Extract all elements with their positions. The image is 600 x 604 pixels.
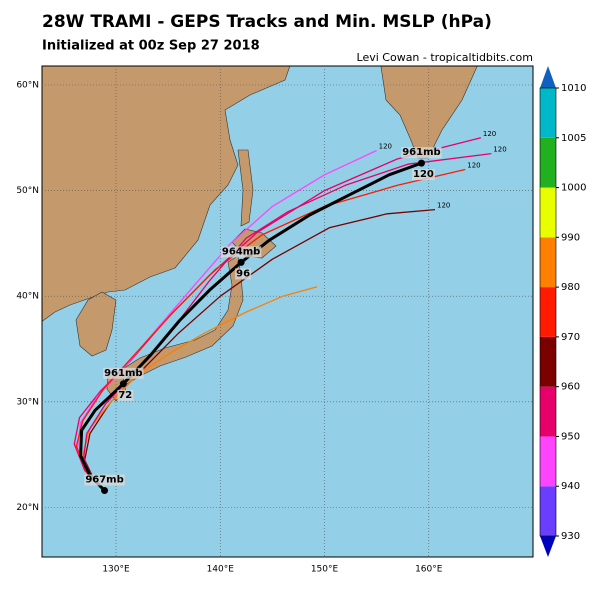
annotation-box — [103, 367, 144, 379]
colorbar-tick-label: 980 — [561, 282, 580, 293]
colorbar-segment — [540, 237, 556, 288]
track-end-label: 120 — [437, 202, 450, 210]
colorbar-under — [540, 536, 556, 557]
annotation-box — [117, 389, 134, 401]
track-end-label: 120 — [483, 130, 496, 138]
colorbar-tick-label: 950 — [561, 431, 580, 442]
track-end-label: 120 — [493, 146, 506, 154]
colorbar-tick-label: 1010 — [561, 83, 586, 94]
colorbar-segment — [540, 187, 556, 238]
lat-tick-label: 40°N — [16, 292, 39, 302]
colorbar-tick-label: 940 — [561, 481, 580, 492]
lon-tick-label: 140°E — [207, 565, 235, 575]
colorbar-over — [540, 66, 556, 88]
lat-tick-label: 30°N — [16, 397, 39, 407]
subtitle: Initialized at 00z Sep 27 2018 — [42, 39, 260, 54]
track-end-label: 120 — [467, 161, 480, 169]
track-point — [101, 486, 109, 494]
track-annotation: 96 — [236, 268, 250, 279]
colorbar-segment — [540, 137, 556, 188]
annotation-box — [235, 268, 252, 280]
colorbar-segment — [540, 436, 556, 487]
track-annotation: 72 — [118, 390, 132, 401]
title: 28W TRAMI - GEPS Tracks and Min. MSLP (h… — [42, 12, 492, 32]
track-end-label: 120 — [379, 142, 392, 150]
lon-tick-label: 160°E — [415, 565, 443, 575]
colorbar-segment — [540, 486, 556, 536]
colorbar-segment — [540, 88, 556, 138]
colorbar-tick-label: 990 — [561, 232, 580, 243]
colorbar-frame — [539, 87, 557, 537]
lat-tick-label: 20°N — [16, 503, 39, 513]
annotation-box — [84, 474, 125, 486]
track-point — [119, 380, 127, 388]
map-frame — [41, 65, 534, 558]
colorbar-tick-label: 960 — [561, 382, 580, 393]
lon-tick-label: 130°E — [102, 565, 130, 575]
track-point — [237, 258, 245, 266]
track-point — [417, 159, 425, 167]
mean-track — [79, 161, 423, 492]
lon-tick-label: 150°E — [311, 565, 339, 575]
annotation-box — [401, 147, 442, 159]
colorbar-tick-label: 1005 — [561, 133, 586, 144]
colorbar-tick-label: 970 — [561, 332, 580, 343]
colorbar-segment — [540, 336, 556, 387]
colorbar-tick-label: 1000 — [561, 183, 586, 194]
colorbar-segment — [540, 386, 556, 437]
track-annotation: 964mb — [222, 246, 260, 257]
lat-tick-label: 50°N — [16, 186, 39, 196]
annotation-box — [412, 169, 435, 181]
track-annotation: 120 — [413, 169, 434, 180]
annotation-box — [220, 246, 262, 258]
colorbar-segment — [540, 287, 556, 337]
lat-tick-label: 60°N — [16, 81, 39, 91]
colorbar-tick-label: 930 — [561, 531, 580, 542]
track-annotation: 961mb — [104, 368, 142, 379]
track-annotation: 961mb — [402, 147, 440, 158]
credit: Levi Cowan - tropicaltidbits.com — [357, 51, 533, 64]
track-annotation: 967mb — [85, 474, 123, 485]
